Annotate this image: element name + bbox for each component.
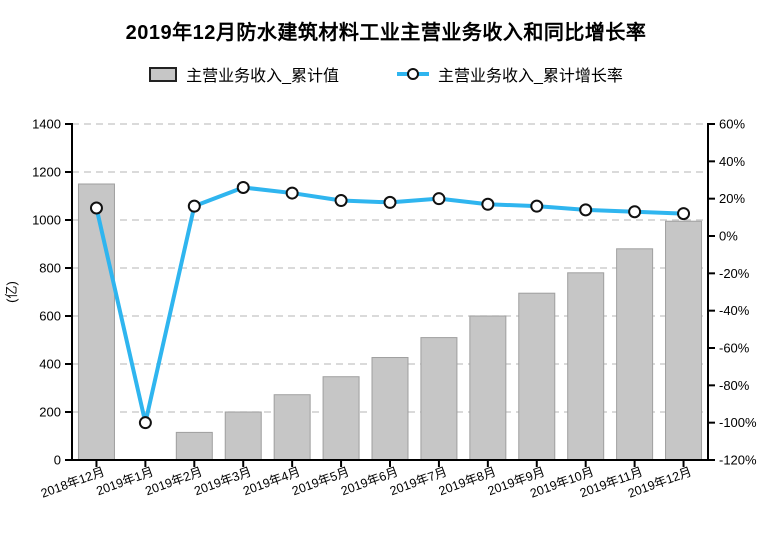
- svg-text:400: 400: [39, 357, 61, 372]
- bar-swatch-icon: [149, 66, 178, 82]
- svg-text:0: 0: [54, 453, 61, 468]
- legend-label-revenue: 主营业务收入_累计值: [186, 68, 339, 85]
- svg-text:-40%: -40%: [719, 303, 750, 318]
- legend-label-growth: 主营业务收入_累计增长率: [438, 68, 623, 85]
- legend-item-revenue: 主营业务收入_累计值: [149, 62, 339, 86]
- marker-swatch-circle: [407, 68, 419, 80]
- svg-text:20%: 20%: [719, 191, 745, 206]
- svg-text:-20%: -20%: [719, 266, 750, 281]
- svg-text:-60%: -60%: [719, 341, 750, 356]
- svg-text:800: 800: [39, 261, 61, 276]
- svg-text:1200: 1200: [32, 165, 61, 180]
- svg-text:0%: 0%: [719, 229, 738, 244]
- line-marker-swatch-icon: [397, 67, 429, 82]
- svg-text:(亿): (亿): [4, 281, 19, 303]
- svg-text:600: 600: [39, 309, 61, 324]
- svg-text:40%: 40%: [719, 154, 745, 169]
- svg-text:-120%: -120%: [719, 453, 757, 468]
- svg-text:1400: 1400: [32, 117, 61, 132]
- svg-text:2018年12月: 2018年12月: [39, 465, 106, 501]
- svg-text:200: 200: [39, 405, 61, 420]
- chart-title: 2019年12月防水建筑材料工业主营业务收入和同比增长率: [125, 22, 647, 44]
- legend-item-growth: 主营业务收入_累计增长率: [397, 62, 623, 86]
- svg-text:60%: 60%: [719, 117, 745, 132]
- svg-text:-80%: -80%: [719, 378, 750, 393]
- chart-legend: 主营业务收入_累计值 主营业务收入_累计增长率: [0, 62, 772, 86]
- svg-text:1000: 1000: [32, 213, 61, 228]
- svg-text:-100%: -100%: [719, 415, 757, 430]
